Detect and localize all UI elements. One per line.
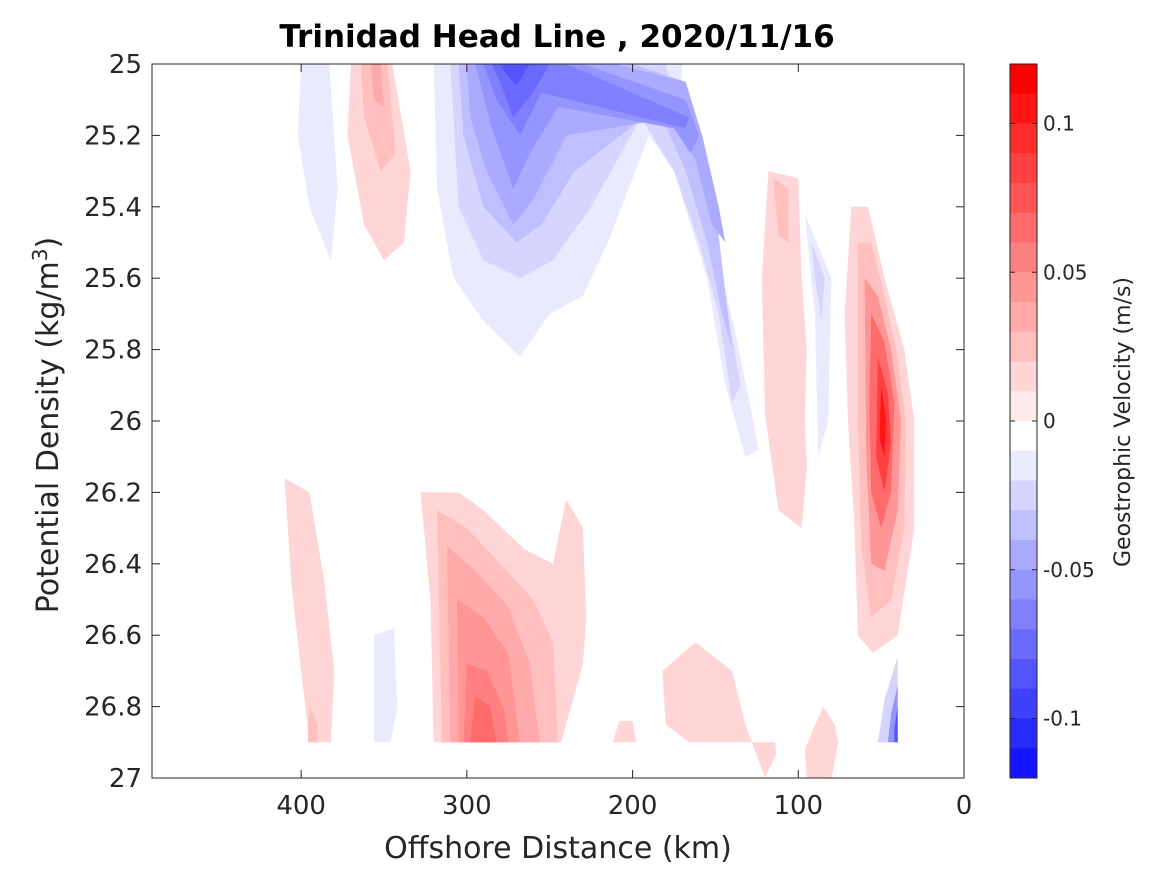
- contour-region: [374, 628, 398, 743]
- contour-region: [811, 242, 825, 321]
- y-tick-label: 26.6: [84, 621, 142, 651]
- contour-region: [804, 706, 839, 778]
- colorbar-segment: [1010, 242, 1037, 273]
- colorbar-segment: [1010, 272, 1037, 303]
- y-tick-label: 25: [109, 50, 142, 80]
- contour-regions: [284, 64, 915, 778]
- colorbar-tick-label: 0.05: [1043, 260, 1088, 284]
- colorbar-segment: [1010, 540, 1037, 571]
- colorbar-segment: [1010, 391, 1037, 422]
- contour-region: [662, 642, 782, 778]
- colorbar-segment: [1010, 421, 1037, 452]
- colorbar-segment: [1010, 480, 1037, 511]
- x-tick-label: 200: [608, 791, 658, 821]
- colorbar-segment: [1010, 64, 1037, 95]
- y-tick-label: 27: [109, 764, 142, 794]
- colorbar-segment: [1010, 331, 1037, 362]
- contour-region: [612, 720, 636, 743]
- contour-region: [775, 713, 795, 778]
- contour-region: [491, 64, 550, 118]
- colorbar-tick-label: -0.05: [1043, 558, 1095, 582]
- contour-region: [894, 706, 898, 743]
- colorbar-tick-label: -0.1: [1043, 707, 1082, 731]
- y-tick-label: 26.2: [84, 478, 142, 508]
- y-tick-label: 25.6: [84, 264, 142, 294]
- colorbar-segment: [1010, 153, 1037, 184]
- y-tick-label: 26.8: [84, 693, 142, 723]
- colorbar-segment: [1010, 629, 1037, 660]
- contour-region: [500, 64, 530, 86]
- colorbar-segment: [1010, 361, 1037, 392]
- colorbar-segment: [1010, 569, 1037, 600]
- contour-region: [470, 695, 497, 743]
- colorbar-segment: [1010, 123, 1037, 154]
- colorbar-segment: [1010, 183, 1037, 214]
- axes: 400 300 200 100 0 25 25.2 25.4 25.6 25.8 26 26.2 26.…: [84, 50, 972, 821]
- colorbar-segment: [1010, 718, 1037, 749]
- colorbar-segment: [1010, 93, 1037, 124]
- y-tick-label: 26: [109, 407, 142, 437]
- chart-title: Trinidad Head Line , 2020/11/16: [279, 19, 834, 55]
- y-tick-label: 25.2: [84, 121, 142, 151]
- colorbar-segment: [1010, 302, 1037, 333]
- y-axis-title-close: ): [31, 237, 66, 249]
- contour-region: [370, 64, 384, 107]
- colorbar: 0.1 0.05 0 -0.05 -0.1: [1009, 63, 1095, 779]
- colorbar-segment: [1010, 510, 1037, 541]
- y-axis-title-superscript: 3: [28, 248, 52, 261]
- contour-region: [307, 706, 318, 743]
- x-tick-label: 300: [442, 791, 492, 821]
- y-tick-label: 25.4: [84, 193, 142, 223]
- colorbar-segment: [1010, 212, 1037, 243]
- contour-region: [360, 64, 396, 172]
- contour-region: [804, 213, 832, 457]
- y-axis-title-main: Potential Density (kg/m: [31, 261, 66, 613]
- colorbar-segment: [1010, 659, 1037, 690]
- colorbar-segment: [1010, 748, 1037, 779]
- contour-region: [297, 64, 338, 261]
- colorbar-segment: [1010, 450, 1037, 481]
- contour-region: [761, 171, 812, 529]
- colorbar-tick-label: 0.1: [1043, 112, 1075, 136]
- x-tick-label: 400: [276, 791, 326, 821]
- x-tick-label: 0: [956, 791, 973, 821]
- colorbar-segment: [1010, 599, 1037, 630]
- contour-region: [773, 178, 789, 243]
- contour-region: [284, 478, 335, 743]
- y-axis-title: Potential Density (kg/m3): [28, 237, 66, 613]
- colorbar-tick-label: 0: [1043, 409, 1056, 433]
- colorbar-title: Geostrophic Velocity (m/s): [1111, 277, 1136, 567]
- x-tick-label: 100: [773, 791, 823, 821]
- contour-region: [879, 385, 887, 457]
- x-axis-title: Offshore Distance (km): [384, 831, 732, 866]
- y-tick-label: 25.8: [84, 336, 142, 366]
- y-tick-label: 26.4: [84, 550, 142, 580]
- colorbar-segment: [1010, 688, 1037, 719]
